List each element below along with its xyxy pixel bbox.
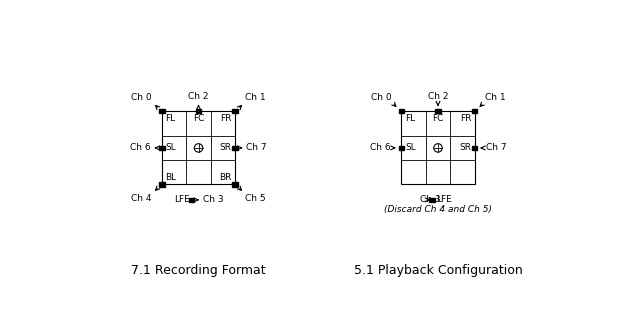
Text: Ch 3: Ch 3 [420, 195, 441, 204]
Bar [399, 146, 404, 150]
Text: SL: SL [405, 143, 415, 152]
Text: FC: FC [432, 114, 443, 123]
Bar [159, 146, 165, 150]
Text: Ch 1: Ch 1 [245, 93, 266, 102]
Bar [399, 109, 404, 113]
Text: Ch 6: Ch 6 [369, 143, 390, 152]
Text: Ch 7: Ch 7 [247, 143, 267, 152]
Text: SL: SL [165, 143, 176, 152]
Bar [472, 146, 478, 150]
Text: FC: FC [193, 114, 204, 123]
Text: Ch 7: Ch 7 [486, 143, 506, 152]
Bar [232, 109, 238, 113]
Bar [232, 182, 238, 186]
Bar [232, 146, 238, 150]
Text: Ch 5: Ch 5 [245, 194, 266, 203]
Text: (Discard Ch 4 and Ch 5): (Discard Ch 4 and Ch 5) [384, 205, 492, 215]
Bar [435, 109, 441, 113]
Text: Ch 2: Ch 2 [188, 92, 209, 101]
Text: FR: FR [460, 114, 471, 123]
Text: SR: SR [459, 143, 471, 152]
Text: BL: BL [165, 173, 176, 182]
Text: Ch 0: Ch 0 [371, 93, 391, 102]
Text: 5.1 Playback Configuration: 5.1 Playback Configuration [353, 264, 522, 277]
Text: Ch 3: Ch 3 [203, 195, 224, 204]
Bar [429, 198, 435, 202]
Text: Ch 6: Ch 6 [130, 143, 151, 152]
Text: Ch 2: Ch 2 [428, 92, 448, 101]
Text: FL: FL [165, 114, 176, 123]
Text: LFE: LFE [175, 195, 190, 204]
Bar [159, 109, 165, 113]
Text: 7.1 Recording Format: 7.1 Recording Format [131, 264, 266, 277]
Text: FR: FR [220, 114, 232, 123]
Text: Ch 0: Ch 0 [131, 93, 152, 102]
Text: BR: BR [219, 173, 232, 182]
Text: SR: SR [220, 143, 232, 152]
Bar [196, 109, 201, 113]
Text: FL: FL [405, 114, 415, 123]
Text: LFE: LFE [436, 195, 452, 204]
Bar [159, 182, 165, 186]
Text: Ch 4: Ch 4 [132, 194, 152, 203]
Text: Ch 1: Ch 1 [484, 93, 505, 102]
Bar [189, 198, 194, 202]
Bar [472, 109, 478, 113]
